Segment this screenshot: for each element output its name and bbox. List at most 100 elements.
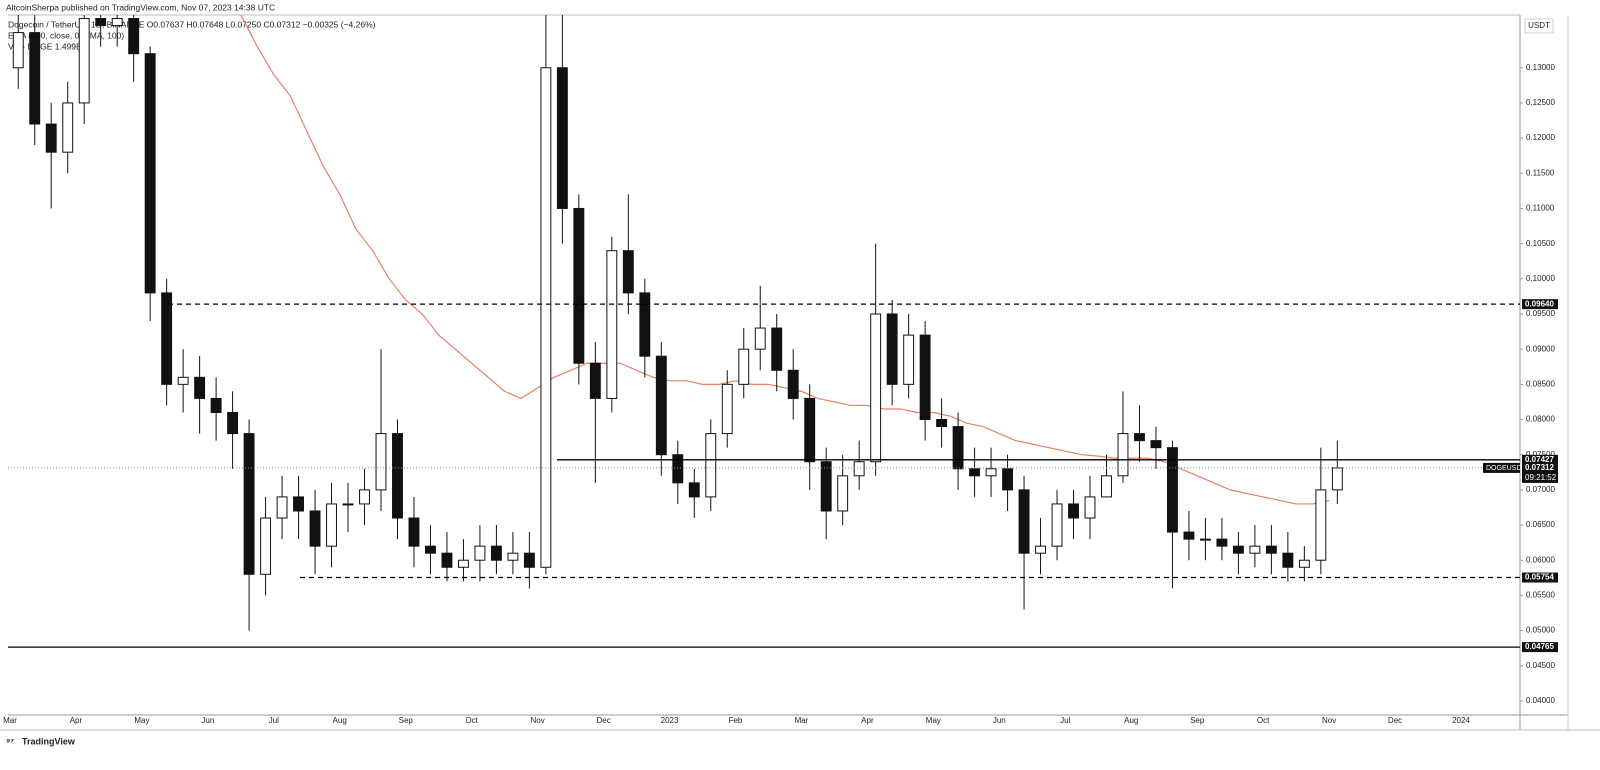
level-tag <box>1522 642 1558 653</box>
candle-body <box>1199 538 1211 541</box>
ema-line <box>240 15 1330 505</box>
candle-body <box>589 362 601 399</box>
candle-body <box>771 327 783 371</box>
candle-body <box>523 552 535 568</box>
footer-logo[interactable]: TradingView <box>22 736 76 746</box>
candle-body <box>1101 475 1112 498</box>
candle-body <box>441 552 453 568</box>
candle-body <box>919 334 931 421</box>
y-tick-label: 0.13000 <box>1526 63 1555 72</box>
y-tick-label: 0.12000 <box>1526 133 1555 142</box>
symbol-tag <box>1483 462 1520 473</box>
y-tick-label: 0.11000 <box>1526 204 1555 213</box>
level-tag <box>1522 572 1558 583</box>
candle-body <box>1232 545 1244 554</box>
x-tick-label: Sep <box>399 716 414 725</box>
ema-legend: EMA (200, close, 0, SMA, 100) <box>8 30 124 40</box>
candle-body <box>1331 467 1343 491</box>
candle-body <box>1051 503 1063 547</box>
candle-body <box>425 545 436 554</box>
candle-body <box>260 517 272 575</box>
candle-body <box>161 292 173 385</box>
candle-body <box>457 559 469 568</box>
candle-body <box>1249 545 1261 554</box>
x-tick-label: Mar <box>3 716 17 725</box>
candle-body <box>276 496 288 519</box>
candle-body <box>705 433 717 498</box>
candle-body <box>655 355 667 456</box>
x-tick-label: Aug <box>333 716 347 725</box>
x-tick-label: Nov <box>531 716 545 725</box>
candle-body <box>408 517 420 547</box>
y-tick-label: 0.09500 <box>1526 309 1555 318</box>
candle-body <box>144 53 156 294</box>
candle-body <box>1018 489 1030 554</box>
level-label: 0.05754 <box>1525 573 1554 582</box>
candle-body <box>194 376 206 399</box>
y-tick-label: 0.05000 <box>1526 626 1555 635</box>
y-tick-label: 0.07500 <box>1526 450 1555 459</box>
candle-body <box>738 348 750 385</box>
candle-body <box>45 123 57 153</box>
level-label: 0.07427 <box>1525 455 1554 464</box>
y-tick-label: 0.08000 <box>1526 415 1555 424</box>
candle-body <box>1282 552 1294 568</box>
candle-body <box>837 475 849 512</box>
candle-body <box>293 496 304 512</box>
currency-box[interactable] <box>1524 18 1554 34</box>
level-tag <box>1522 454 1558 465</box>
candle-body <box>62 102 74 153</box>
candle-body <box>1068 503 1079 519</box>
candle-body <box>787 369 799 399</box>
candle-body <box>754 327 766 350</box>
candle-body <box>969 468 981 477</box>
candle-body <box>78 18 90 104</box>
candle-body <box>688 482 700 498</box>
symbol-label: DOGEUSDT <box>1486 465 1526 472</box>
candle-body <box>29 32 41 125</box>
level-tag <box>1522 299 1558 310</box>
level-label: 0.09640 <box>1525 299 1554 308</box>
candle-body <box>1183 531 1195 540</box>
candle-body <box>886 313 898 385</box>
y-tick-label: 0.04500 <box>1526 661 1555 670</box>
y-tick-label: 0.11500 <box>1526 168 1555 177</box>
y-tick-label: 0.06000 <box>1526 555 1555 564</box>
candle-body <box>556 67 568 209</box>
candle-body <box>985 468 997 477</box>
currency[interactable]: USDT <box>1528 21 1550 30</box>
candle-body <box>359 489 370 505</box>
last-price-label: 0.07312 <box>1525 463 1554 472</box>
candle-body <box>853 461 865 477</box>
candle-body <box>804 397 816 463</box>
symbol-line: Dogecoin / TetherUS, 1D, BINANCE O0.0763… <box>8 19 376 29</box>
candle-body <box>870 313 882 463</box>
candle-body <box>952 426 964 470</box>
candle-body <box>622 250 634 294</box>
y-tick-label: 0.05500 <box>1526 591 1555 600</box>
level-label: 0.04765 <box>1525 642 1554 651</box>
candle-body <box>606 250 618 399</box>
y-tick-label: 0.07000 <box>1526 485 1555 494</box>
x-tick-label: May <box>926 716 941 725</box>
x-tick-label: 2024 <box>1452 716 1470 725</box>
candle-body <box>490 545 502 561</box>
candle-body <box>95 18 107 27</box>
footer-icon: ⁹⁷ <box>6 736 14 746</box>
x-tick-label: Jun <box>993 716 1006 725</box>
y-tick-label: 0.08500 <box>1526 379 1555 388</box>
x-tick-label: Jun <box>201 716 214 725</box>
y-tick-label: 0.10500 <box>1526 239 1555 248</box>
candle-body <box>309 510 321 547</box>
y-tick-label: 0.12500 <box>1526 98 1555 107</box>
candle-body <box>672 454 684 484</box>
candle-body <box>342 503 354 506</box>
x-tick-label: Jul <box>269 716 279 725</box>
candle-body <box>1084 496 1096 519</box>
x-tick-label: May <box>134 716 149 725</box>
candle-body <box>1150 440 1162 449</box>
x-tick-label: Jul <box>1060 716 1070 725</box>
x-tick-label: Oct <box>465 716 478 725</box>
